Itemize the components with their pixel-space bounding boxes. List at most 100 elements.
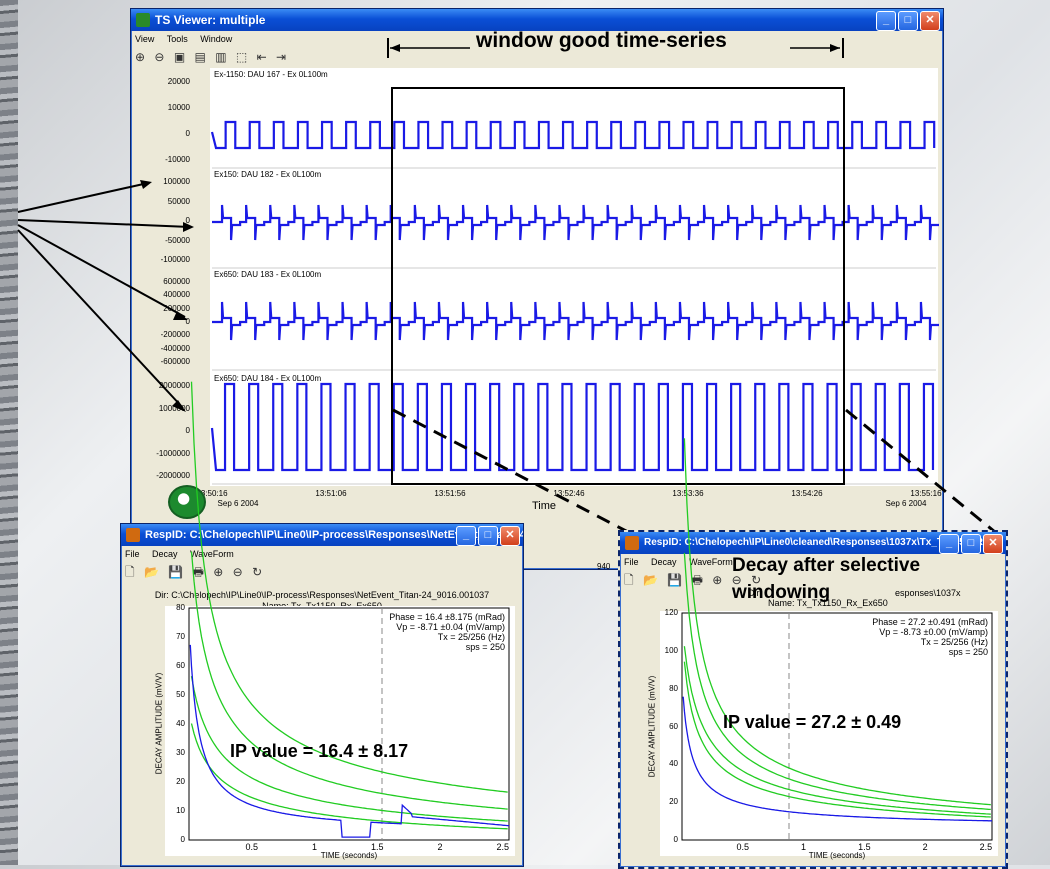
- menu-decay[interactable]: Decay: [152, 549, 178, 559]
- y-tick-label: 0: [180, 835, 185, 844]
- minimize-button[interactable]: _: [876, 11, 896, 31]
- stat-line: sps = 250: [465, 642, 505, 652]
- window-title: TS Viewer: multiple: [155, 13, 266, 27]
- status-value: 940: [597, 562, 611, 571]
- window-controls: _ □ ✕: [456, 526, 520, 546]
- channel-label: Ex650: DAU 184 - Ex 0L100m: [214, 374, 322, 383]
- maximize-button[interactable]: □: [478, 526, 498, 546]
- y-axis-label: DECAY AMPLITUDE (mV/V): [647, 675, 657, 777]
- zoom-out-icon[interactable]: ⊖: [232, 565, 243, 579]
- menu-decay[interactable]: Decay: [651, 557, 677, 567]
- y-tick-label: 200000: [163, 303, 190, 313]
- ts-viewer-titlebar[interactable]: TS Viewer: multiple _ □ ✕: [131, 9, 943, 31]
- y-tick-label: 60: [669, 721, 678, 731]
- pointer-arrow-1: [17, 182, 149, 213]
- x-tick-label: 1: [311, 842, 317, 852]
- x-tick-label: 13:51:06: [315, 489, 347, 498]
- resp-left-dir: Dir: C:\Chelopech\IP\Line0\IP-process\Re…: [154, 590, 490, 600]
- print-icon[interactable]: 🖶: [691, 573, 703, 587]
- save-icon[interactable]: 💾: [667, 573, 683, 587]
- y-tick-label: 100000: [163, 177, 190, 186]
- menu-bar: File Decay WaveForm: [121, 546, 523, 562]
- menu-window[interactable]: Window: [200, 34, 233, 44]
- y-tick-label: 50: [176, 690, 185, 699]
- print-icon[interactable]: 🖶: [192, 565, 204, 579]
- ip-value-text: IP value = 16.4 ± 8.17: [230, 741, 409, 761]
- stat-line: Phase = 16.4 ±8.175 (mRad): [389, 612, 505, 622]
- minimize-button[interactable]: _: [939, 534, 959, 554]
- rotate-icon[interactable]: ↻: [252, 565, 263, 579]
- x-tick-label: 2: [437, 842, 443, 852]
- y-tick-label: 20: [176, 777, 185, 786]
- y-tick-label: -50000: [165, 235, 190, 245]
- x-tick-label: 13:52:46: [553, 489, 585, 498]
- y-tick-label: 1000000: [158, 403, 190, 413]
- channel-label: Ex650: DAU 183 - Ex 0L100m: [214, 270, 322, 279]
- toolbar: ⊕ ⊖ ▣ ▤ ▥ ⬚ ⇤ ⇥: [131, 47, 943, 67]
- zoom-out-icon[interactable]: ⊖: [154, 50, 165, 64]
- ip-value-text: IP value = 27.2 ± 0.49: [723, 712, 902, 732]
- x-tick-label: 13:55:16: [910, 489, 942, 498]
- fit-x-icon[interactable]: ▤: [194, 50, 206, 64]
- new-file-icon[interactable]: 🗋: [624, 573, 634, 587]
- globe-logo-icon: [168, 485, 206, 519]
- y-tick-label: 30: [176, 748, 185, 757]
- y-tick-label: 0: [185, 216, 190, 225]
- stat-line: Tx = 25/256 (Hz): [437, 632, 505, 642]
- zoom-in-icon[interactable]: ⊕: [712, 573, 723, 587]
- x-tick-label: 2.5: [496, 842, 509, 852]
- y-tick-label: -400000: [160, 343, 190, 353]
- minimize-button[interactable]: _: [456, 526, 476, 546]
- y-tick-label: -600000: [160, 357, 190, 366]
- window-annotation: window good time-series: [476, 29, 727, 52]
- x-tick-label: 1.5: [370, 842, 384, 852]
- close-button[interactable]: ✕: [920, 11, 940, 31]
- new-file-icon[interactable]: 🗋: [125, 565, 135, 579]
- open-folder-icon[interactable]: 📂: [144, 565, 159, 579]
- y-tick-label: 80: [669, 683, 678, 693]
- fit-y-icon[interactable]: ▥: [215, 50, 227, 64]
- menu-tools[interactable]: Tools: [166, 34, 188, 44]
- menu-waveform[interactable]: WaveForm: [190, 549, 234, 559]
- select-icon[interactable]: ⬚: [235, 50, 248, 64]
- x-tick-label: 1.5: [858, 842, 871, 852]
- resp-left-titlebar[interactable]: RespID: C:\Chelopech\IP\Line0\IP-process…: [121, 524, 523, 546]
- open-folder-icon[interactable]: 📂: [643, 573, 658, 587]
- maximize-button[interactable]: □: [898, 11, 918, 31]
- menu-file[interactable]: File: [125, 549, 140, 559]
- y-tick-label: 80: [176, 603, 185, 612]
- background-rock-texture: [0, 0, 18, 865]
- close-button[interactable]: ✕: [983, 534, 1003, 554]
- toolbar: 🗋 📂 💾 🖶 ⊕ ⊖ ↻: [121, 562, 523, 582]
- pan-left-icon[interactable]: ⇤: [256, 50, 267, 64]
- app-icon: [625, 536, 639, 550]
- channel-label: Ex150: DAU 182 - Ex 0L100m: [214, 170, 322, 179]
- y-tick-label: 0: [673, 835, 678, 844]
- x-axis-label: TIME (seconds): [808, 851, 866, 860]
- close-button[interactable]: ✕: [500, 526, 520, 546]
- menu-view[interactable]: View: [135, 34, 155, 44]
- fit-icon[interactable]: ▣: [173, 50, 186, 64]
- zoom-in-icon[interactable]: ⊕: [213, 565, 224, 579]
- date-label-right: Sep 6 2004: [885, 499, 927, 508]
- maximize-button[interactable]: □: [961, 534, 981, 554]
- zoom-in-icon[interactable]: ⊕: [135, 50, 146, 64]
- resp-right-titlebar[interactable]: RespID: C:\Chelopech\IP\Line0\cleaned\Re…: [620, 532, 1006, 554]
- y-axis-label: DECAY AMPLITUDE (mV/V): [154, 672, 164, 775]
- decay-stats: Phase = 27.2 ±0.491 (mRad) Vp = -8.73 ±0.…: [842, 617, 988, 657]
- y-tick-label: 0: [185, 129, 190, 138]
- stat-line: Tx = 25/256 (Hz): [920, 637, 988, 647]
- y-tick-label: 600000: [163, 277, 190, 286]
- x-tick-label: 2.5: [979, 842, 993, 852]
- pan-right-icon[interactable]: ⇥: [275, 50, 287, 64]
- stat-line: Phase = 27.2 ±0.491 (mRad): [872, 617, 988, 627]
- app-icon: [136, 13, 150, 27]
- x-tick-label: 0.5: [736, 842, 750, 852]
- x-tick-label: 2: [922, 842, 928, 852]
- menu-waveform[interactable]: WaveForm: [689, 557, 733, 567]
- menu-file[interactable]: File: [624, 557, 639, 567]
- y-tick-label: 70: [176, 632, 185, 641]
- save-icon[interactable]: 💾: [168, 565, 184, 579]
- y-tick-label: 10: [176, 806, 185, 815]
- menu-bar: View Tools Window: [131, 31, 943, 47]
